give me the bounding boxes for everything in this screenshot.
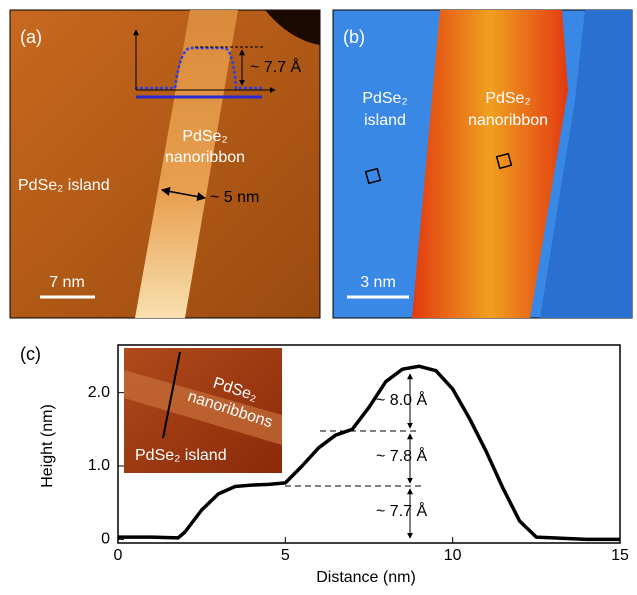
label: PdSe₂ <box>362 90 407 107</box>
y-tick-label: 2.0 <box>88 384 110 401</box>
panel-label: (c) <box>20 344 41 364</box>
annotation: ~ 5 nm <box>210 189 259 206</box>
y-tick-label: 0 <box>101 531 110 548</box>
label: PdSe₂ <box>485 90 530 107</box>
x-axis-label: Distance (nm) <box>316 569 416 586</box>
annotation: ~ 8.0 Å <box>376 390 427 409</box>
panel-a: ~ 7.7 Å (a) PdSe₂ nanoribbon PdSe₂ islan… <box>10 10 320 318</box>
panel-b: (b) PdSe₂ island PdSe₂ nanoribbon 3 nm <box>333 10 632 318</box>
annotation: ~ 7.7 Å <box>376 501 427 520</box>
scale-label: 7 nm <box>49 274 85 291</box>
annotation: ~ 7.8 Å <box>376 446 427 465</box>
label: PdSe₂ <box>182 128 227 145</box>
label: nanoribbon <box>165 149 245 166</box>
panel-c: (c) Height (nm) Distance (nm) PdSe₂ nano… <box>20 344 620 586</box>
label: island <box>364 112 406 129</box>
x-tick-label: 10 <box>444 547 462 564</box>
x-tick-label: 15 <box>611 547 629 564</box>
label: PdSe₂ island <box>18 177 110 194</box>
scale-label: 3 nm <box>360 274 396 291</box>
label: nanoribbon <box>468 112 548 129</box>
y-tick-label: 1.0 <box>88 457 110 474</box>
x-tick-label: 0 <box>114 547 123 564</box>
figure: ~ 7.7 Å (a) PdSe₂ nanoribbon PdSe₂ islan… <box>0 0 637 590</box>
y-axis-label: Height (nm) <box>39 404 56 488</box>
panel-label: (a) <box>20 27 42 47</box>
x-tick-label: 5 <box>281 547 290 564</box>
inset-label: PdSe₂ island <box>135 447 227 464</box>
panel-label: (b) <box>343 27 365 47</box>
annotation: ~ 7.7 Å <box>250 57 301 76</box>
